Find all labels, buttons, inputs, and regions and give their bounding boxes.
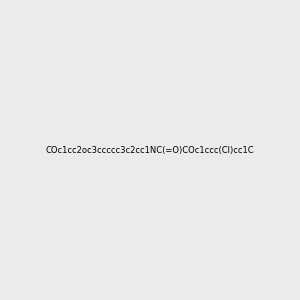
Text: COc1cc2oc3ccccc3c2cc1NC(=O)COc1ccc(Cl)cc1C: COc1cc2oc3ccccc3c2cc1NC(=O)COc1ccc(Cl)cc…	[46, 146, 254, 154]
